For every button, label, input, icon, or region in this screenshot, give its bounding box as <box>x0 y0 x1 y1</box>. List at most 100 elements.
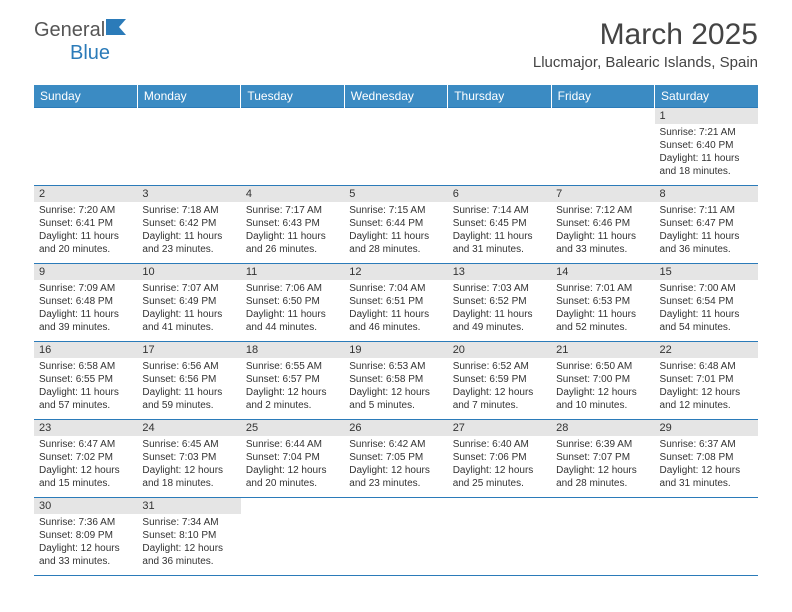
daylight-text: Daylight: 12 hours and 7 minutes. <box>453 386 546 412</box>
sunrise-text: Sunrise: 7:18 AM <box>142 204 235 217</box>
day-number: 29 <box>655 420 758 436</box>
daylight-text: Daylight: 12 hours and 25 minutes. <box>453 464 546 490</box>
day-content: Sunrise: 6:55 AMSunset: 6:57 PMDaylight:… <box>241 358 344 416</box>
day-number: 18 <box>241 342 344 358</box>
daylight-text: Daylight: 12 hours and 15 minutes. <box>39 464 132 490</box>
day-number: 11 <box>241 264 344 280</box>
sunset-text: Sunset: 7:03 PM <box>142 451 235 464</box>
day-content: Sunrise: 6:56 AMSunset: 6:56 PMDaylight:… <box>137 358 240 416</box>
sunset-text: Sunset: 7:00 PM <box>556 373 649 386</box>
calendar-day-cell: 30Sunrise: 7:36 AMSunset: 8:09 PMDayligh… <box>34 498 137 576</box>
calendar-day-cell: 14Sunrise: 7:01 AMSunset: 6:53 PMDayligh… <box>551 264 654 342</box>
day-content: Sunrise: 7:09 AMSunset: 6:48 PMDaylight:… <box>34 280 137 338</box>
day-content: Sunrise: 6:58 AMSunset: 6:55 PMDaylight:… <box>34 358 137 416</box>
sunset-text: Sunset: 7:01 PM <box>660 373 753 386</box>
calendar-week-row: 16Sunrise: 6:58 AMSunset: 6:55 PMDayligh… <box>34 342 758 420</box>
sunset-text: Sunset: 7:05 PM <box>349 451 442 464</box>
calendar-day-cell <box>241 498 344 576</box>
sunset-text: Sunset: 6:55 PM <box>39 373 132 386</box>
calendar-day-cell: 26Sunrise: 6:42 AMSunset: 7:05 PMDayligh… <box>344 420 447 498</box>
sunset-text: Sunset: 6:47 PM <box>660 217 753 230</box>
day-number: 7 <box>551 186 654 202</box>
sunset-text: Sunset: 8:09 PM <box>39 529 132 542</box>
day-header: Thursday <box>448 85 551 108</box>
sunrise-text: Sunrise: 6:47 AM <box>39 438 132 451</box>
daylight-text: Daylight: 11 hours and 31 minutes. <box>453 230 546 256</box>
calendar-week-row: 2 Sunrise: 7:20 AMSunset: 6:41 PM Daylight… <box>34 186 758 264</box>
day-number: 3 <box>137 186 240 202</box>
daylight-text: Daylight: 11 hours and 23 minutes. <box>142 230 235 256</box>
daylight-text: Daylight: 12 hours and 5 minutes. <box>349 386 442 412</box>
sunset-text: Sunset: 6:56 PM <box>142 373 235 386</box>
day-header: Saturday <box>655 85 758 108</box>
month-title: March 2025 <box>533 18 758 52</box>
calendar-week-row: 1Sunrise: 7:21 AMSunset: 6:40 PMDaylight… <box>34 108 758 186</box>
daylight-text: Daylight: 12 hours and 12 minutes. <box>660 386 753 412</box>
day-number: 10 <box>137 264 240 280</box>
day-content: Sunrise: 6:53 AMSunset: 6:58 PMDaylight:… <box>344 358 447 416</box>
sunrise-text: Sunrise: 7:12 AM <box>556 204 649 217</box>
day-number: 28 <box>551 420 654 436</box>
day-number: 13 <box>448 264 551 280</box>
sunrise-text: Sunrise: 6:58 AM <box>39 360 132 373</box>
daylight-text: Daylight: 11 hours and 46 minutes. <box>349 308 442 334</box>
daylight-text: Daylight: 11 hours and 59 minutes. <box>142 386 235 412</box>
sunrise-text: Sunrise: 6:39 AM <box>556 438 649 451</box>
sunrise-text: Sunrise: 6:42 AM <box>349 438 442 451</box>
day-header: Monday <box>137 85 240 108</box>
sunset-text: Sunset: 6:41 PM <box>39 217 132 230</box>
calendar-day-cell <box>344 498 447 576</box>
day-content: Sunrise: 7:34 AMSunset: 8:10 PMDaylight:… <box>137 514 240 572</box>
day-number: 15 <box>655 264 758 280</box>
sunset-text: Sunset: 6:54 PM <box>660 295 753 308</box>
sunrise-text: Sunrise: 7:07 AM <box>142 282 235 295</box>
sunrise-text: Sunrise: 7:04 AM <box>349 282 442 295</box>
sunset-text: Sunset: 6:57 PM <box>246 373 339 386</box>
flag-icon <box>105 18 127 42</box>
day-content: Sunrise: 7:04 AMSunset: 6:51 PMDaylight:… <box>344 280 447 338</box>
sunset-text: Sunset: 7:08 PM <box>660 451 753 464</box>
sunrise-text: Sunrise: 6:50 AM <box>556 360 649 373</box>
sunrise-text: Sunrise: 7:11 AM <box>660 204 753 217</box>
day-number: 24 <box>137 420 240 436</box>
calendar-table: SundayMondayTuesdayWednesdayThursdayFrid… <box>34 85 758 576</box>
day-number: 2 <box>34 186 137 202</box>
day-number: 22 <box>655 342 758 358</box>
logo-text-part1: General <box>34 19 105 41</box>
day-content: Sunrise: 7:06 AMSunset: 6:50 PMDaylight:… <box>241 280 344 338</box>
calendar-day-cell: 8Sunrise: 7:11 AMSunset: 6:47 PMDaylight… <box>655 186 758 264</box>
sunrise-text: Sunrise: 7:20 AM <box>39 204 132 217</box>
day-number: 14 <box>551 264 654 280</box>
day-number: 9 <box>34 264 137 280</box>
daylight-text: Daylight: 12 hours and 20 minutes. <box>246 464 339 490</box>
calendar-day-cell <box>34 108 137 186</box>
calendar-header-row: SundayMondayTuesdayWednesdayThursdayFrid… <box>34 85 758 108</box>
daylight-text: Daylight: 11 hours and 57 minutes. <box>39 386 132 412</box>
calendar-day-cell: 5Sunrise: 7:15 AMSunset: 6:44 PMDaylight… <box>344 186 447 264</box>
sunset-text: Sunset: 6:52 PM <box>453 295 546 308</box>
daylight-text: Daylight: 12 hours and 28 minutes. <box>556 464 649 490</box>
location: Llucmajor, Balearic Islands, Spain <box>533 54 758 71</box>
daylight-text: Daylight: 11 hours and 41 minutes. <box>142 308 235 334</box>
day-content: Sunrise: 7:18 AMSunset: 6:42 PMDaylight:… <box>137 202 240 260</box>
day-number: 19 <box>344 342 447 358</box>
day-content: Sunrise: 7:14 AMSunset: 6:45 PMDaylight:… <box>448 202 551 260</box>
day-number: 1 <box>655 108 758 124</box>
calendar-day-cell: 11Sunrise: 7:06 AMSunset: 6:50 PMDayligh… <box>241 264 344 342</box>
day-content: Sunrise: 7:11 AMSunset: 6:47 PMDaylight:… <box>655 202 758 260</box>
day-content: Sunrise: 7:07 AMSunset: 6:49 PMDaylight:… <box>137 280 240 338</box>
sunrise-text: Sunrise: 7:15 AM <box>349 204 442 217</box>
sunset-text: Sunset: 6:48 PM <box>39 295 132 308</box>
sunset-text: Sunset: 6:51 PM <box>349 295 442 308</box>
day-number: 25 <box>241 420 344 436</box>
sunset-text: Sunset: 6:46 PM <box>556 217 649 230</box>
day-header: Sunday <box>34 85 137 108</box>
day-content: Sunrise: 7:21 AMSunset: 6:40 PMDaylight:… <box>655 124 758 182</box>
calendar-day-cell: 23Sunrise: 6:47 AMSunset: 7:02 PMDayligh… <box>34 420 137 498</box>
sunrise-text: Sunrise: 7:36 AM <box>39 516 132 529</box>
daylight-text: Daylight: 12 hours and 23 minutes. <box>349 464 442 490</box>
day-number: 31 <box>137 498 240 514</box>
day-content: Sunrise: 6:48 AMSunset: 7:01 PMDaylight:… <box>655 358 758 416</box>
logo: GeneralBlue <box>34 18 127 65</box>
day-content: Sunrise: 6:45 AMSunset: 7:03 PMDaylight:… <box>137 436 240 494</box>
